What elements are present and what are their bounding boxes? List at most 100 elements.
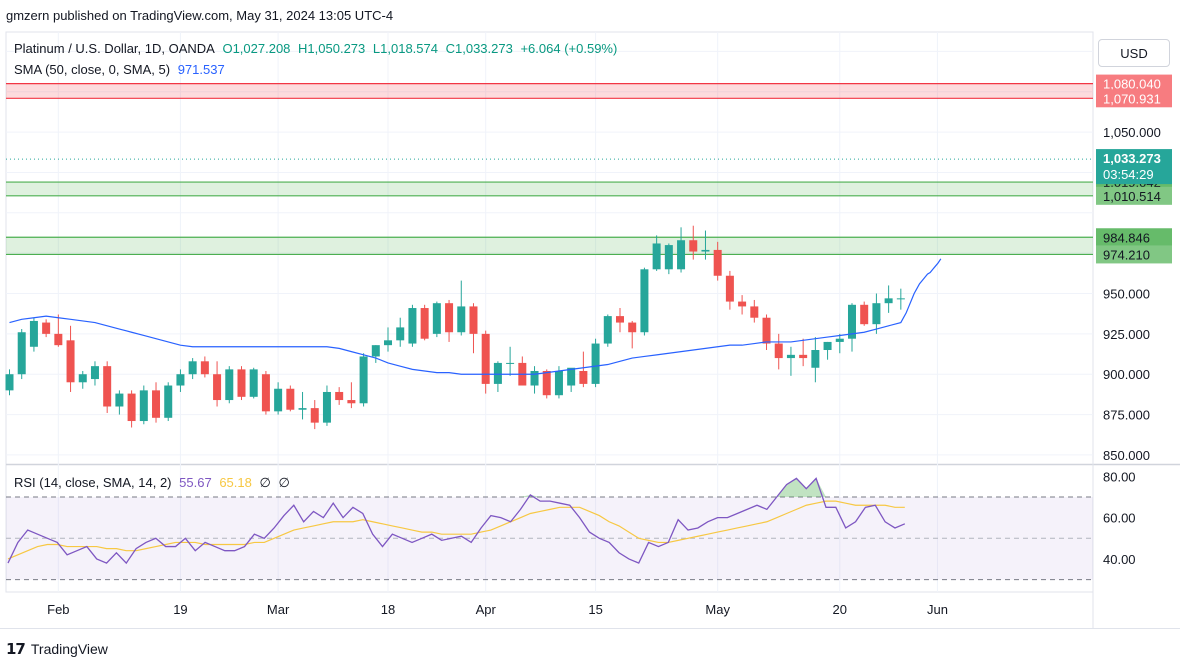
high-value: H1,050.273	[298, 41, 366, 56]
candle-body	[298, 408, 307, 410]
candle-body	[652, 243, 661, 270]
zone-resistance	[6, 83, 1093, 99]
candle-body	[567, 367, 576, 386]
candle-body	[310, 408, 319, 423]
candle-body	[408, 308, 417, 344]
candle-body	[860, 304, 869, 325]
candle-body	[786, 354, 795, 359]
y-tick-label: 900.000	[1103, 367, 1150, 382]
x-tick-label: Feb	[47, 602, 69, 617]
y-tick-label: 925.000	[1103, 327, 1150, 342]
candle-body	[616, 316, 624, 323]
zone-label-low-support-1-bg	[1096, 186, 1172, 205]
candle-body	[29, 320, 38, 347]
zone-label-low-support-2: 974.210	[1103, 247, 1150, 262]
x-tick-label: 19	[173, 602, 187, 617]
x-tick-label: Mar	[267, 602, 290, 617]
y-tick-label: 875.000	[1103, 408, 1150, 423]
candle-body	[896, 298, 905, 300]
candle-body	[127, 393, 136, 422]
candle-body	[725, 275, 734, 302]
zone-label-low-resistance-bg	[1096, 89, 1172, 108]
currency-button[interactable]: USD	[1098, 39, 1170, 67]
zone-label-high-support-2: 984.846	[1103, 230, 1150, 245]
candle-body	[5, 374, 14, 391]
candle-body	[579, 370, 588, 384]
candle-body	[164, 385, 173, 418]
zone-support-1	[6, 182, 1093, 196]
rsi-tick-label: 60.00	[1103, 511, 1136, 526]
candle-body	[835, 338, 844, 342]
tradingview-logo-icon: 17	[6, 640, 26, 658]
rsi-legend: RSI (14, close, SMA, 14, 2) 55.67 65.18 …	[14, 475, 294, 491]
rsi-title[interactable]: RSI (14, close, SMA, 14, 2)	[14, 475, 172, 490]
candle-body	[884, 298, 893, 304]
sma-line	[9, 258, 942, 375]
x-tick-label: 15	[588, 602, 602, 617]
open-value: O1,027.208	[222, 41, 291, 56]
rsi-ma-line	[7, 500, 905, 560]
sma-value: 971.537	[177, 62, 225, 77]
zone-label-high-resistance: 1,080.040	[1103, 77, 1161, 92]
attribution-text: gmzern published on TradingView.com, May…	[6, 8, 394, 23]
rsi-ma-value: 65.18	[219, 475, 252, 490]
candle-body	[90, 366, 99, 380]
rsi-extra-2: ∅	[278, 475, 290, 490]
countdown-label: 03:54:29	[1103, 167, 1154, 182]
candle-body	[225, 369, 234, 401]
last-price-label: 1,033.273	[1103, 151, 1161, 166]
candle-body	[396, 327, 405, 341]
candle-body	[359, 356, 368, 404]
x-tick-label: Jun	[927, 602, 948, 617]
candle-body	[261, 374, 270, 412]
candle-body	[78, 374, 87, 383]
candle-body	[42, 322, 51, 334]
candle-body	[542, 370, 551, 396]
candle-body	[799, 354, 808, 359]
candle-body	[335, 391, 344, 401]
candle-body	[445, 303, 454, 333]
zone-label-low-support-2-bg	[1096, 245, 1172, 264]
last-price-label-bg	[1096, 149, 1172, 185]
low-value: L1,018.574	[372, 41, 438, 56]
candle-body	[66, 340, 75, 383]
candle-body	[591, 343, 600, 384]
y-tick-label: 1,050.000	[1103, 125, 1161, 140]
symbol-title[interactable]: Platinum / U.S. Dollar, 1D, OANDA	[14, 41, 215, 56]
candle-body	[384, 340, 393, 346]
rsi-line	[7, 477, 906, 565]
candle-body	[738, 301, 747, 307]
rsi-tick-label: 40.00	[1103, 552, 1136, 567]
zone-label-low-support-1: 1,010.514	[1103, 189, 1161, 204]
candle-body	[823, 341, 832, 351]
candle-body	[432, 303, 441, 334]
candle-body	[200, 361, 209, 375]
change-value: +6.064 (+0.59%)	[520, 41, 618, 56]
candle-body	[213, 374, 222, 401]
candle-body	[176, 374, 185, 386]
candle-body	[469, 306, 478, 334]
candle-body	[762, 317, 771, 344]
candle-body	[139, 390, 148, 422]
candle-body	[493, 362, 502, 384]
candle-body	[689, 240, 698, 252]
candle-body	[811, 350, 820, 368]
close-value: C1,033.273	[445, 41, 513, 56]
x-tick-label: 20	[833, 602, 847, 617]
candle-body	[481, 333, 490, 384]
candle-body	[274, 388, 283, 412]
zone-label-high-resistance-bg	[1096, 74, 1172, 93]
sma-title[interactable]: SMA (50, close, 0, SMA, 5)	[14, 62, 171, 77]
candle-body	[54, 333, 63, 346]
y-tick-label: 950.000	[1103, 287, 1150, 302]
sma-legend: SMA (50, close, 0, SMA, 5) 971.537	[14, 62, 229, 77]
x-tick-label: May	[705, 602, 730, 617]
candle-body	[750, 306, 759, 318]
candle-body	[701, 249, 710, 252]
rsi-value: 55.67	[179, 475, 212, 490]
rsi-extra-1: ∅	[259, 475, 271, 490]
zone-label-low-resistance: 1,070.931	[1103, 91, 1161, 106]
candle-body	[677, 240, 686, 270]
candle-body	[847, 304, 856, 339]
